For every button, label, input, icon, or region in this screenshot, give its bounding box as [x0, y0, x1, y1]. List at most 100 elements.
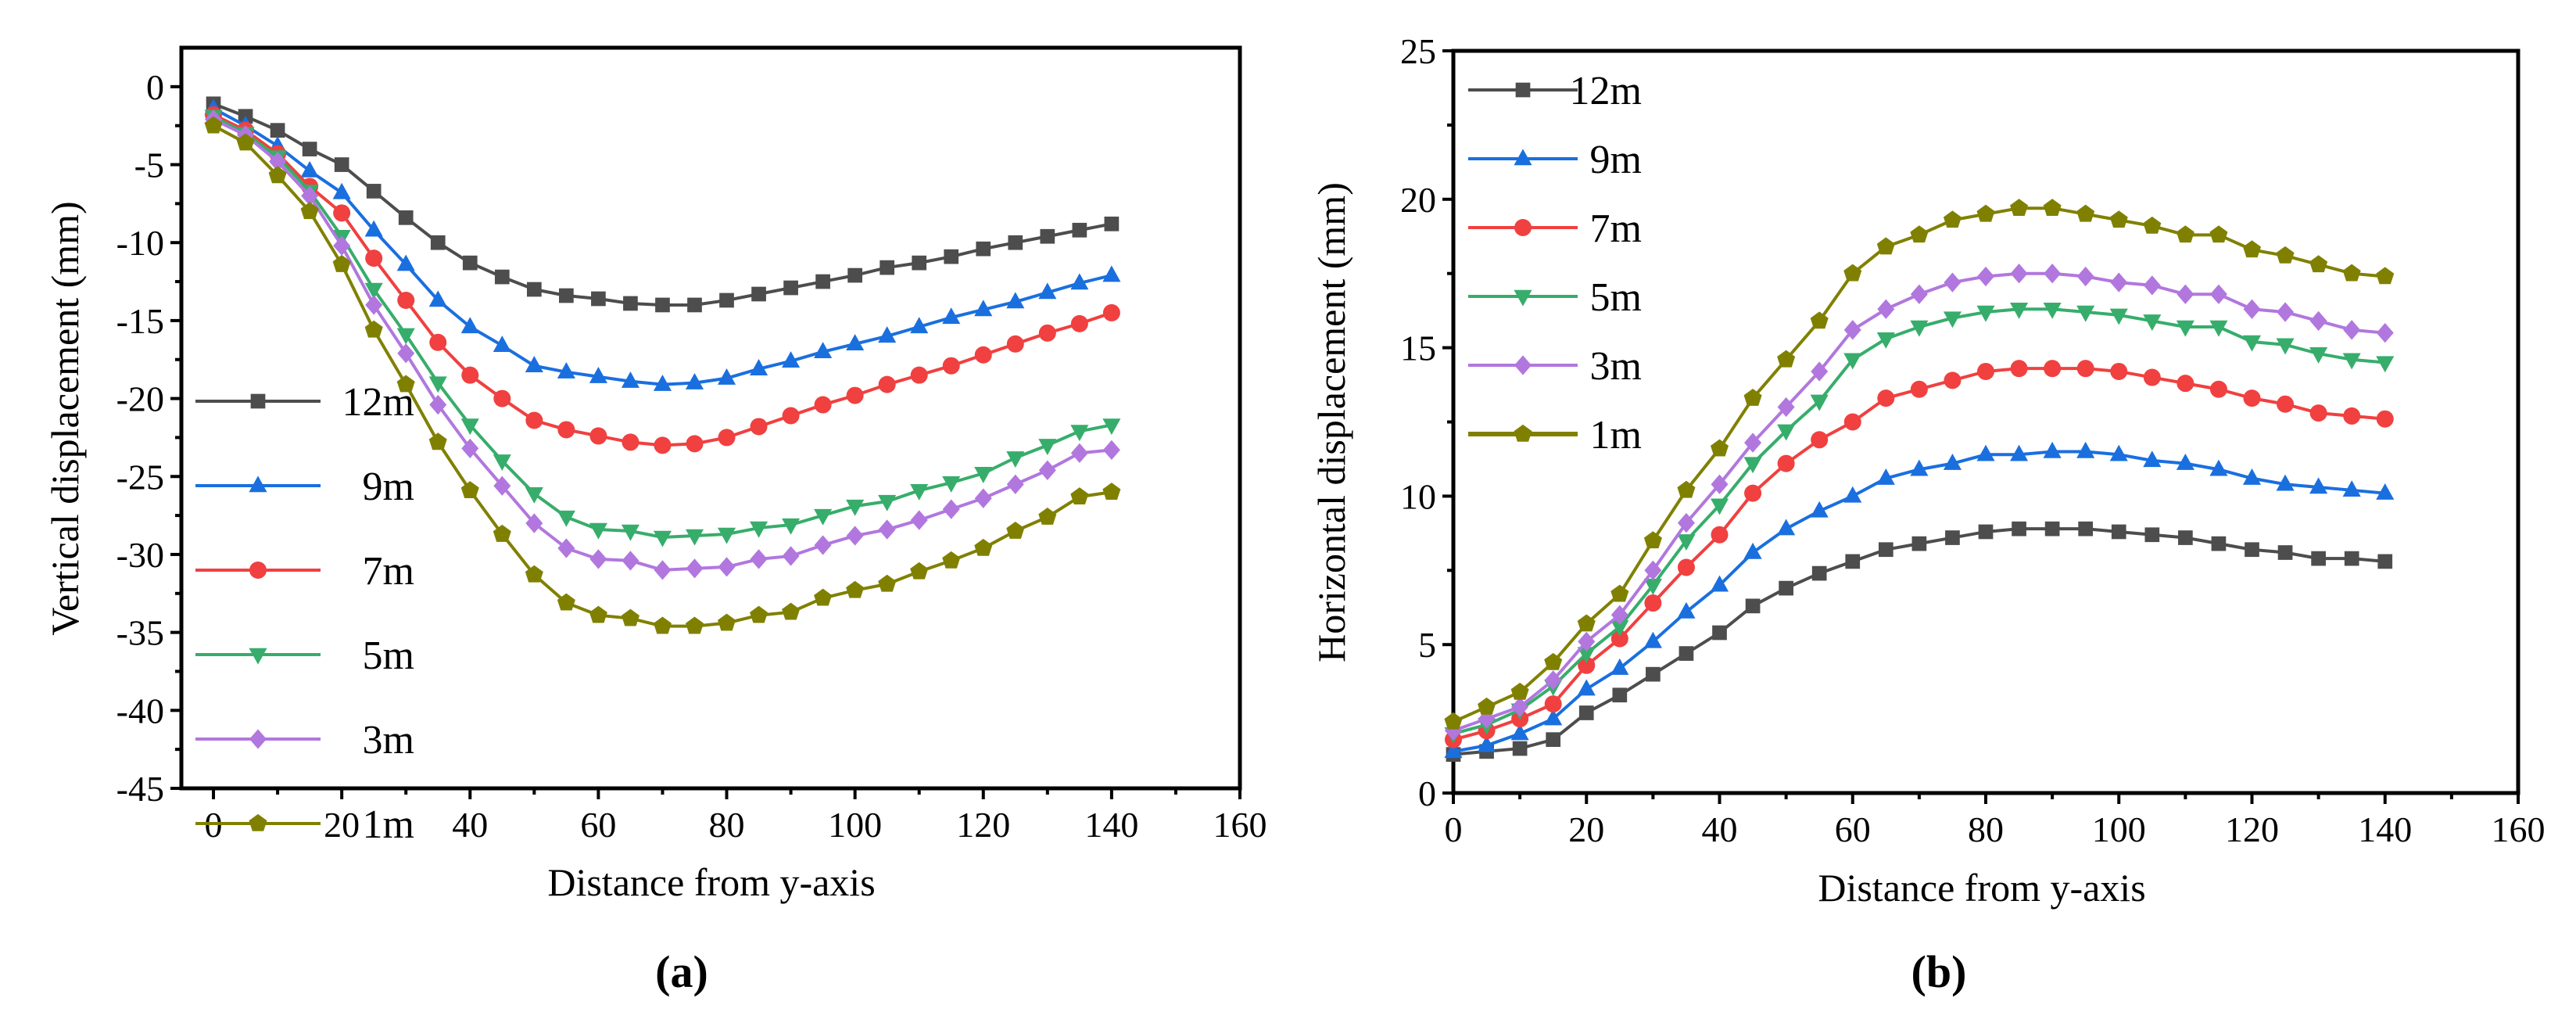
chart-a-point-7m: [525, 411, 543, 429]
chart-b-point-3m: [1977, 266, 1994, 287]
chart-b-point-5m: [1943, 311, 1962, 328]
chart-b-ytick-label: 10: [1400, 476, 1436, 516]
chart-a-xlabel: Distance from y-axis: [547, 860, 875, 904]
chart-a-point-1m: [268, 166, 287, 184]
chart-a-point-7m: [910, 366, 928, 384]
chart-b-point-1m: [1510, 682, 1529, 700]
chart-b-point-7m: [1777, 454, 1795, 472]
chart-b-point-12m: [1679, 646, 1694, 661]
chart-a-point-5m: [364, 282, 383, 300]
chart-a-ytick-label: -35: [116, 613, 164, 653]
chart-a-ytick-label: -30: [116, 535, 164, 575]
legend-marker-circle-icon: [249, 562, 267, 579]
chart-a-point-3m: [622, 551, 640, 571]
chart-a-point-12m: [880, 260, 895, 275]
chart-b-point-7m: [2044, 360, 2062, 378]
chart-a-point-5m: [621, 524, 640, 541]
chart-a-point-3m: [686, 558, 704, 579]
chart-a-point-1m: [1070, 487, 1089, 504]
chart-a-point-12m: [623, 296, 638, 311]
chart-a-point-7m: [622, 433, 640, 451]
chart-a-point-9m: [846, 334, 865, 351]
legend-marker-triangle-up-icon: [249, 476, 267, 493]
chart-a-point-7m: [429, 333, 447, 351]
chart-b-point-9m: [1743, 542, 1762, 559]
chart-a-point-12m: [847, 267, 862, 283]
chart-a-point-5m: [910, 483, 929, 501]
chart-a-point-1m: [460, 481, 479, 498]
chart-b-point-5m: [2276, 338, 2295, 355]
chart-a-point-5m: [396, 328, 415, 345]
chart-b-point-1m: [1943, 210, 1962, 228]
chart-a-legend-item-5m: 5m: [195, 633, 414, 678]
chart-b-point-7m: [1744, 484, 1762, 502]
chart-a-series-7m: [205, 106, 1120, 454]
chart-b-point-3m: [2010, 264, 2028, 284]
chart-b-point-9m: [1910, 459, 1929, 476]
chart-a-xtick-label: 80: [709, 805, 745, 845]
chart-a-point-12m: [526, 282, 542, 297]
chart-b-point-1m: [1444, 712, 1463, 730]
chart-a-point-3m: [814, 535, 832, 555]
chart-b-point-1m: [2076, 204, 2095, 222]
chart-a-line-5m: [213, 114, 1112, 540]
legend-label: 3m: [1590, 344, 1642, 389]
chart-a-point-1m: [236, 133, 255, 151]
chart-a-ytick-label: -20: [116, 379, 164, 419]
chart-b-legend-item-3m: 3m: [1468, 344, 1642, 389]
chart-a-point-3m: [525, 513, 543, 533]
chart-b-point-9m: [2043, 441, 2062, 458]
legend-marker-triangle-up-icon: [1514, 149, 1532, 166]
chart-b-point-7m: [1677, 558, 1695, 576]
chart-b-ytick-label: 15: [1400, 328, 1436, 368]
chart-a-point-3m: [654, 560, 672, 580]
chart-a-point-1m: [493, 524, 511, 542]
legend-marker-diamond-icon: [1514, 355, 1532, 375]
chart-b-point-5m: [2043, 303, 2062, 319]
chart-b-xlabel: Distance from y-axis: [1818, 866, 2145, 910]
chart-b-point-9m: [2109, 444, 2128, 461]
chart-b-point-9m: [2010, 444, 2029, 461]
chart-b-point-3m: [2143, 275, 2161, 296]
chart-b-point-7m: [1610, 630, 1628, 648]
chart-a-point-1m: [846, 580, 865, 598]
chart-b-point-7m: [1877, 389, 1895, 407]
chart-b-point-5m: [2109, 308, 2128, 325]
chart-a-point-12m: [559, 288, 574, 303]
chart-b-point-5m: [2143, 314, 2162, 332]
chart-b-point-5m: [1577, 647, 1596, 664]
chart-a-point-5m: [749, 521, 769, 538]
chart-b-point-9m: [1444, 741, 1463, 759]
chart-a-point-5m: [428, 376, 447, 393]
chart-b-point-1m: [2309, 255, 2328, 273]
chart-b-legend-item-1m: 1m: [1468, 413, 1642, 458]
chart-b-point-9m: [1610, 658, 1629, 675]
chart-a-point-9m: [974, 300, 993, 317]
chart-a-ytick-label: -45: [116, 769, 164, 809]
chart-a-point-3m: [461, 438, 479, 459]
chart-b-point-9m: [2376, 483, 2395, 500]
chart-a-point-1m: [332, 255, 351, 272]
chart-b-point-3m: [1711, 474, 1729, 494]
chart-b-series-3m: [1445, 264, 2394, 741]
chart-b-point-5m: [2309, 346, 2328, 364]
chart-b-legend-item-5m: 5m: [1468, 275, 1642, 320]
chart-a-point-12m: [462, 255, 478, 271]
chart-b-point-9m: [2276, 474, 2295, 491]
chart-b-point-5m: [1810, 394, 1829, 411]
chart-b-point-9m: [1843, 486, 1862, 503]
legend-label: 5m: [363, 633, 414, 678]
chart-a-point-5m: [1070, 425, 1089, 442]
chart-b-point-3m: [1944, 272, 1962, 292]
chart-a-plot-frame: [179, 45, 1242, 791]
chart-b-point-12m: [1779, 580, 1793, 596]
legend-marker-pentagon-icon: [249, 813, 267, 831]
chart-a-point-1m: [782, 602, 801, 620]
chart-a-point-7m: [397, 291, 415, 309]
chart-b-point-9m: [2242, 468, 2262, 485]
chart-a-point-12m: [334, 157, 349, 172]
chart-a-point-1m: [653, 616, 672, 634]
chart-a-series-3m: [205, 109, 1120, 580]
chart-a-point-7m: [1038, 324, 1056, 342]
chart-a-point-7m: [333, 204, 351, 222]
